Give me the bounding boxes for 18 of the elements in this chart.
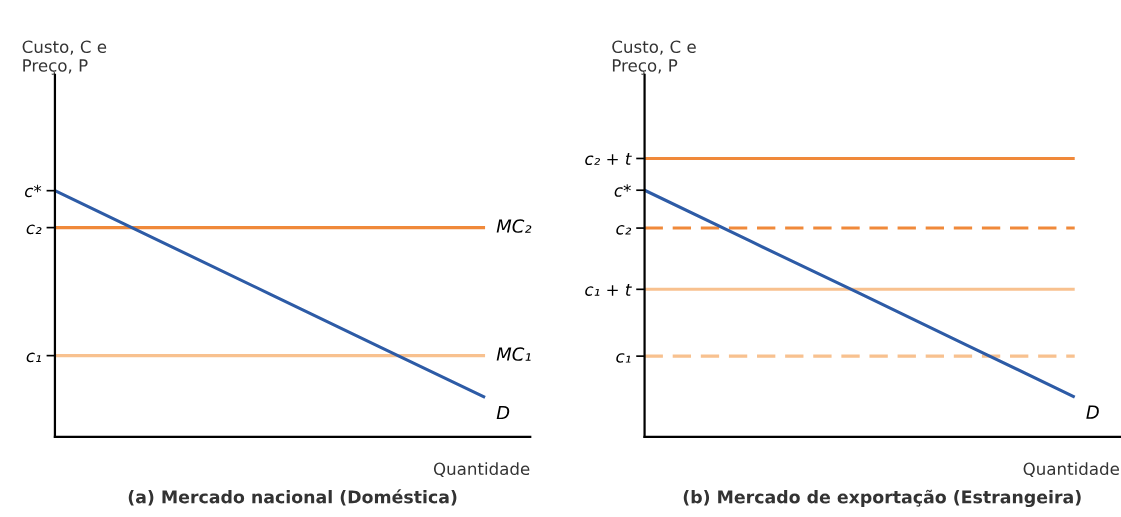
text: c* bbox=[614, 184, 631, 197]
series-label: D bbox=[1086, 405, 1099, 419]
text: (b) Mercado de exportação (Estrangeira) bbox=[683, 489, 1081, 508]
text: c₂ bbox=[26, 224, 42, 235]
text: c₂ + t bbox=[585, 153, 632, 166]
text: c₁ bbox=[26, 352, 41, 363]
text: (a) Mercado nacional (Doméstica) bbox=[128, 489, 457, 506]
text: c₁ bbox=[616, 353, 631, 363]
x-axis-title: Quantidade bbox=[433, 462, 530, 478]
text: c* bbox=[25, 184, 42, 198]
series-label: MC₁ bbox=[496, 347, 531, 361]
series-label: D bbox=[496, 405, 510, 420]
x-axis-title: Quantidade bbox=[1023, 462, 1119, 478]
y-axis-title: Custo, C e Preço, P bbox=[612, 40, 696, 75]
text: c₂ bbox=[616, 225, 632, 235]
text: c₁ + t bbox=[585, 283, 632, 296]
series-label: MC₂ bbox=[496, 219, 532, 233]
y-axis-title: Custo, C e Preço, P bbox=[22, 40, 107, 75]
